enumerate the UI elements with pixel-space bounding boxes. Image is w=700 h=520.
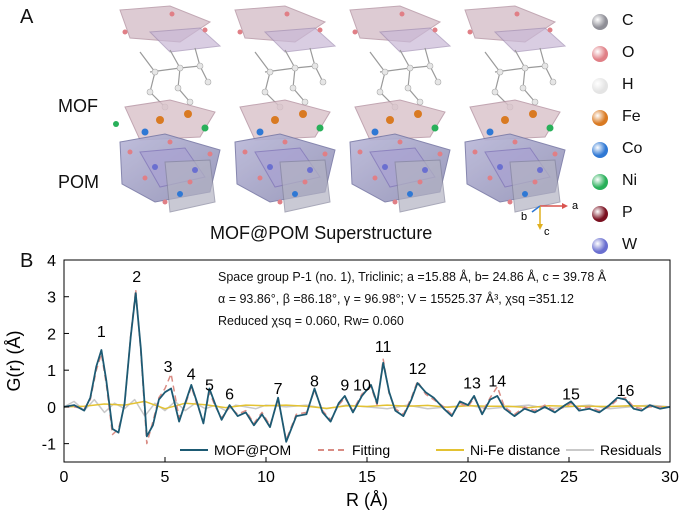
x-tick-label: 5 <box>161 469 170 486</box>
peak-label: 2 <box>132 269 141 286</box>
atom-symbol: H <box>622 76 634 93</box>
x-axis-label: R (Å) <box>346 490 388 510</box>
atom-swatch <box>592 238 608 254</box>
x-tick-label: 0 <box>60 469 69 486</box>
atom-symbol: P <box>622 204 633 221</box>
crystal-structure-image <box>113 5 566 213</box>
atom-symbol: Fe <box>622 108 641 125</box>
atom-swatch <box>592 110 608 126</box>
y-tick-label: 3 <box>47 290 56 307</box>
y-tick-label: -1 <box>42 437 56 454</box>
legend-label: MOF@POM <box>214 442 291 458</box>
atom-legend-item: Co <box>592 138 642 162</box>
atom-symbol: C <box>622 12 634 29</box>
x-tick-label: 30 <box>661 469 679 486</box>
atom-symbol: Ni <box>622 172 638 189</box>
atom-symbol: O <box>622 44 635 61</box>
atom-legend-item: W <box>592 234 637 258</box>
atom-legend-item: H <box>592 74 634 98</box>
x-tick-label: 25 <box>560 469 578 486</box>
peak-label: 4 <box>187 366 196 383</box>
atom-swatch <box>592 46 608 62</box>
axis-a-label: a <box>572 200 579 212</box>
x-tick-label: 10 <box>257 469 275 486</box>
y-tick-label: 2 <box>47 326 56 343</box>
atom-legend-item: O <box>592 42 634 66</box>
y-tick-label: 0 <box>47 400 56 417</box>
series-line-ni-fe-distance <box>63 400 671 410</box>
peak-label: 12 <box>409 361 427 378</box>
y-axis-label: G(r) (Å) <box>4 331 24 392</box>
panel-a-letter: A <box>20 6 34 28</box>
peak-label: 9 <box>340 377 349 394</box>
peak-label: 15 <box>562 387 580 404</box>
legend-label: Residuals <box>600 442 661 458</box>
stats-line-2: α = 93.86°, β =86.18°, γ = 96.98°; V = 1… <box>218 292 575 306</box>
y-tick-label: 1 <box>47 363 56 380</box>
pom-label: POM <box>58 172 100 192</box>
atom-symbol: Co <box>622 140 643 157</box>
atom-swatch <box>592 142 608 158</box>
atom-legend-item: Fe <box>592 106 641 130</box>
peak-label: 6 <box>225 387 234 404</box>
peak-label: 16 <box>617 383 635 400</box>
atom-legend-item: Ni <box>592 170 637 194</box>
series-line-fitting <box>64 288 670 445</box>
axis-c-label: c <box>544 226 550 238</box>
crystal-axes: a b c <box>521 200 579 238</box>
mof-label: MOF <box>58 96 98 116</box>
axis-b-label: b <box>521 211 527 223</box>
atom-legend-item: C <box>592 10 634 34</box>
peak-label: 11 <box>375 339 392 356</box>
structure-caption: MOF@POM Superstructure <box>210 223 433 243</box>
legend-label: Fitting <box>352 442 390 458</box>
peak-label: 1 <box>97 324 106 341</box>
stats-line-3: Reduced χsq = 0.060, Rw= 0.060 <box>218 314 404 328</box>
peak-label: 3 <box>164 359 173 376</box>
atom-swatch <box>592 14 608 30</box>
atom-symbol: W <box>622 236 638 253</box>
x-tick-label: 15 <box>358 469 376 486</box>
peak-label: 10 <box>353 377 371 394</box>
panel-b-letter: B <box>20 250 34 272</box>
atom-swatch <box>592 78 608 94</box>
series-line-mof-pom <box>63 292 671 443</box>
atom-swatch <box>592 206 608 222</box>
peak-label: 14 <box>488 374 506 391</box>
peak-label: 7 <box>274 381 283 398</box>
peak-label: 13 <box>463 376 481 393</box>
atom-legend-item: P <box>592 202 633 226</box>
atom-swatch <box>592 174 608 190</box>
stats-line-1: Space group P-1 (no. 1), Triclinic; a =1… <box>218 270 607 284</box>
peak-label: 8 <box>310 374 319 391</box>
peak-label: 5 <box>205 377 214 394</box>
y-tick-label: 4 <box>47 253 56 270</box>
x-tick-label: 20 <box>459 469 477 486</box>
fit-statistics: Space group P-1 (no. 1), Triclinic; a =1… <box>218 266 606 332</box>
legend-label: Ni-Fe distance <box>470 442 560 458</box>
